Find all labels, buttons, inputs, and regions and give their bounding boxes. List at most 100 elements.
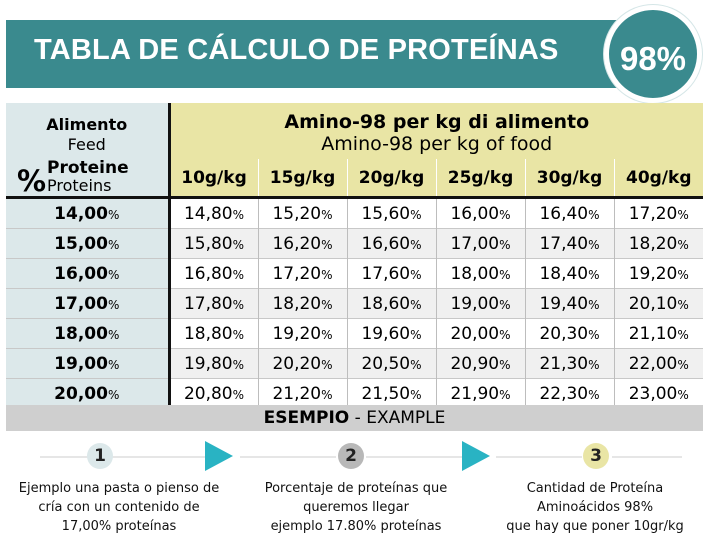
cell-value: 19,20 — [628, 263, 678, 284]
percent-unit: % — [410, 357, 422, 372]
protein-table: Alimento Feed % Proteine Proteins Amino-… — [6, 103, 703, 408]
cell-value: 20,90 — [450, 353, 500, 374]
percent-unit: % — [677, 387, 689, 402]
cell-value: 21,20 — [272, 383, 322, 404]
step-3-line: Cantidad de Proteína — [526, 481, 664, 496]
percentage-badge: 98% — [604, 5, 702, 103]
percent-unit: % — [410, 297, 422, 312]
table-cell: 22,00% — [614, 348, 703, 379]
percent-unit: % — [321, 327, 333, 342]
protein-value: 14,00 — [54, 203, 108, 224]
cell-value: 17,60 — [361, 263, 411, 284]
corner-protein-en: Proteins — [47, 176, 112, 195]
table-cell: 20,20% — [258, 348, 348, 379]
percent-unit: % — [677, 357, 689, 372]
step-1-line: Ejemplo una pasta o pienso de — [18, 481, 220, 496]
step-connector — [496, 456, 582, 458]
percent-unit: % — [588, 387, 600, 402]
dose-header-en: Amino-98 per kg of food — [321, 133, 553, 155]
cell-value: 16,60 — [361, 233, 411, 254]
table-cell: 19,80% — [169, 348, 259, 379]
percent-unit: % — [107, 357, 120, 372]
page-title: TABLA DE CÁLCULO DE PROTEÍNAS — [34, 34, 559, 66]
table-cell: 19,40% — [525, 288, 615, 319]
cell-value: 19,80 — [183, 353, 233, 374]
cell-value: 16,40 — [539, 203, 589, 224]
table-cell: 23,00% — [614, 378, 703, 408]
cell-value: 20,10 — [628, 293, 678, 314]
protein-cell: 16,00% — [6, 258, 171, 289]
cell-value: 19,60 — [361, 323, 411, 344]
corner-protein-it: Proteine — [47, 158, 129, 178]
step-3-line: que hay que poner 10gr/kg — [506, 519, 684, 534]
protein-cell: 14,00% — [6, 196, 171, 229]
table-cell: 16,20% — [258, 228, 348, 259]
example-label-bold: ESEMPIO — [263, 408, 350, 428]
percent-unit: % — [232, 297, 245, 312]
table-cell: 15,80% — [169, 228, 259, 259]
step-2-text: Porcentaje de proteínas que queremos lle… — [245, 479, 467, 536]
percent-unit: % — [588, 297, 600, 312]
protein-cell: 18,00% — [6, 318, 171, 349]
table-cell: 18,00% — [436, 258, 526, 289]
step-2-badge: 2 — [338, 443, 364, 469]
protein-cell: 15,00% — [6, 228, 171, 259]
percent-unit: % — [410, 327, 422, 342]
percent-unit: % — [321, 387, 333, 402]
table-cell: 19,60% — [347, 318, 437, 349]
column-header: 40g/kg — [614, 159, 703, 198]
percent-unit: % — [232, 387, 245, 402]
percent-unit: % — [107, 207, 120, 222]
percent-unit: % — [677, 267, 689, 282]
cell-value: 18,40 — [539, 263, 589, 284]
cell-value: 17,40 — [539, 233, 589, 254]
cell-value: 18,60 — [361, 293, 411, 314]
percent-unit: % — [410, 267, 422, 282]
table-cell: 17,60% — [347, 258, 437, 289]
table-cell: 18,60% — [347, 288, 437, 319]
percent-unit: % — [107, 267, 120, 282]
table-cell: 21,30% — [525, 348, 615, 379]
cell-value: 23,00 — [628, 383, 678, 404]
table-cell: 18,80% — [169, 318, 259, 349]
percent-unit: % — [677, 207, 689, 222]
cell-value: 20,30 — [539, 323, 589, 344]
percent-unit: % — [321, 297, 333, 312]
protein-value: 20,00 — [54, 383, 108, 404]
table-cell: 18,20% — [258, 288, 348, 319]
corner-percent-symbol: % — [17, 164, 47, 198]
column-header: 10g/kg — [169, 159, 259, 198]
example-bar: ESEMPIO - EXAMPLE — [6, 405, 703, 431]
cell-value: 18,80 — [183, 323, 233, 344]
table-row: 14,00% 14,80% 15,20% 15,60% 16,00% 16,40% 17,2… — [6, 196, 703, 229]
protein-cell: 17,00% — [6, 288, 171, 319]
percent-unit: % — [588, 267, 600, 282]
percent-unit: % — [232, 357, 245, 372]
example-label-rest: - EXAMPLE — [349, 408, 446, 428]
step-connector — [612, 456, 682, 458]
cell-value: 14,80 — [183, 203, 233, 224]
table-cell: 20,80% — [169, 378, 259, 408]
step-2-line: queremos llegar — [303, 500, 409, 515]
corner-feed-it: Alimento — [46, 115, 128, 134]
percent-unit: % — [321, 357, 333, 372]
cell-value: 17,00 — [450, 233, 500, 254]
percent-unit: % — [588, 357, 600, 372]
step-3-badge: 3 — [583, 443, 609, 469]
arrow-right-icon — [462, 441, 490, 471]
cell-value: 15,20 — [272, 203, 322, 224]
percent-unit: % — [588, 327, 600, 342]
column-header: 20g/kg — [347, 159, 437, 198]
protein-cell: 20,00% — [6, 378, 171, 408]
percent-unit: % — [499, 387, 511, 402]
percent-unit: % — [410, 237, 422, 252]
cell-value: 21,50 — [361, 383, 411, 404]
cell-value: 18,00 — [450, 263, 500, 284]
percent-unit: % — [588, 237, 600, 252]
table-cell: 15,20% — [258, 196, 348, 229]
step-connector — [366, 456, 462, 458]
table-cell: 19,20% — [258, 318, 348, 349]
percent-unit: % — [232, 207, 245, 222]
protein-value: 18,00 — [54, 323, 108, 344]
step-1-badge: 1 — [87, 443, 113, 469]
